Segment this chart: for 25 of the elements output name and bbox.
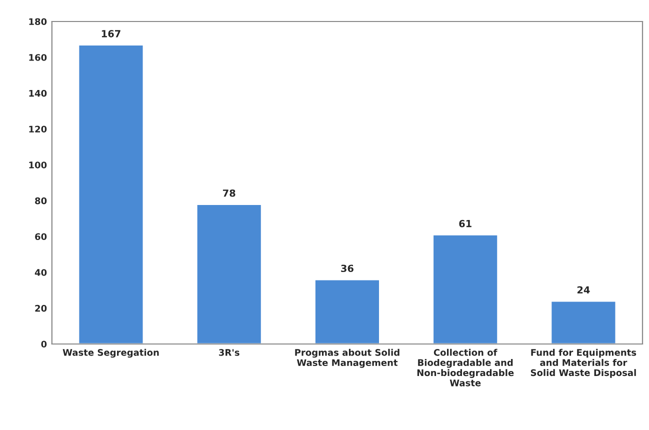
data-label: 61 [459, 220, 472, 228]
data-label: 24 [577, 286, 590, 294]
y-tick-label: 60 [35, 233, 47, 240]
data-label: 78 [222, 189, 236, 197]
bar [196, 204, 262, 344]
y-tick-label: 40 [34, 269, 47, 276]
bar [78, 44, 144, 344]
y-tick-label: 100 [29, 162, 47, 168]
x-tick-label: Waste Segregation [62, 348, 159, 358]
y-tick-label: 140 [29, 90, 47, 97]
data-label: 167 [102, 30, 120, 38]
x-tick-label: Collection of Biodegradable and Non-biodegradable Waste [417, 348, 514, 386]
x-tick-label: Fund for Equipments and Materials for Solid Waste Disposal [530, 348, 636, 378]
bar [550, 300, 617, 344]
y-tick-label: 80 [35, 197, 47, 204]
x-tick-label: Progmas about Solid Waste Management [295, 348, 400, 368]
y-tick-label: 20 [35, 304, 47, 312]
y-tick-label: 180 [29, 18, 47, 26]
y-tick-label: 160 [29, 54, 47, 61]
bar [314, 278, 380, 344]
y-tick-label: 120 [29, 126, 47, 133]
bar [432, 234, 499, 344]
data-label: 36 [341, 264, 354, 272]
y-tick-label: 0 [41, 340, 47, 348]
x-tick-label: 3R's [219, 349, 240, 356]
